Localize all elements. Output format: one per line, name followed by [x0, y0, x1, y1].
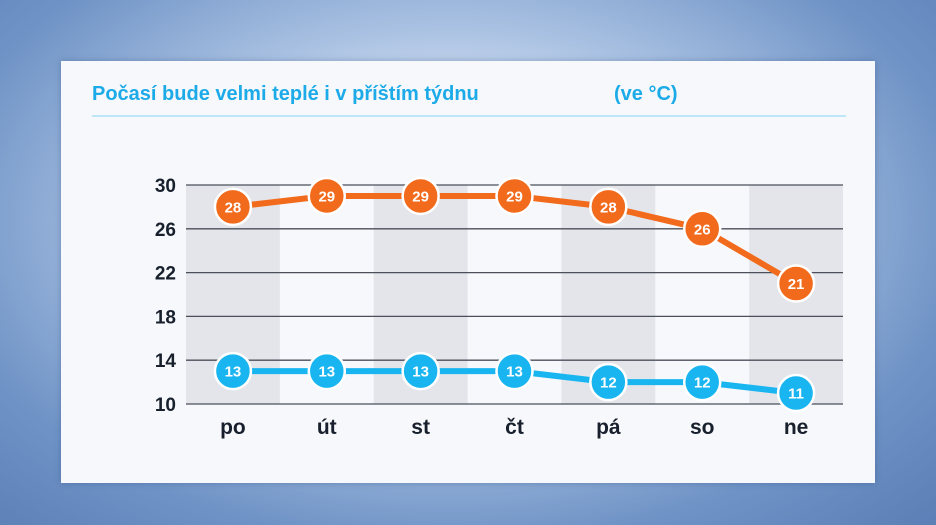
data-point — [495, 176, 534, 216]
data-point — [495, 351, 534, 391]
data-point — [589, 362, 628, 402]
x-tick-label: pá — [596, 416, 621, 439]
data-point — [307, 176, 347, 216]
data-label: 12 — [600, 375, 617, 392]
x-tick-label: po — [220, 416, 246, 439]
x-tick-label: so — [690, 416, 715, 439]
title-divider — [92, 115, 846, 117]
x-tick-label: čt — [505, 416, 524, 439]
data-label: 13 — [506, 364, 523, 381]
data-point — [213, 351, 253, 391]
y-tick-label: 22 — [155, 264, 176, 285]
data-label: 29 — [318, 188, 335, 205]
y-tick-label: 26 — [155, 220, 176, 241]
data-point — [589, 187, 628, 227]
data-point — [776, 373, 816, 413]
data-label: 13 — [318, 364, 335, 381]
data-label: 12 — [694, 375, 711, 392]
data-point — [213, 187, 253, 227]
data-point — [776, 264, 816, 303]
x-tick-label: ne — [784, 416, 809, 439]
chart-title: Počasí bude velmi teplé i v příštím týdn… — [92, 83, 479, 105]
data-label: 11 — [788, 386, 804, 403]
x-tick-label: st — [411, 416, 430, 439]
unit-label: (ve °C) — [614, 83, 678, 105]
data-point — [307, 351, 347, 391]
data-label: 13 — [412, 364, 429, 381]
data-label: 29 — [506, 188, 523, 205]
x-tick-label: út — [317, 416, 337, 439]
data-label: 28 — [225, 199, 242, 216]
y-tick-label: 30 — [155, 176, 176, 197]
data-point — [682, 209, 722, 249]
data-point — [401, 351, 440, 391]
y-tick-label: 18 — [155, 307, 176, 328]
data-label: 13 — [225, 364, 242, 381]
data-label: 26 — [694, 221, 711, 238]
data-point — [682, 362, 722, 402]
data-label: 29 — [412, 188, 429, 205]
data-point — [401, 176, 440, 216]
y-tick-label: 14 — [155, 351, 177, 372]
data-label: 21 — [788, 276, 805, 293]
data-label: 28 — [600, 199, 617, 216]
y-tick-label: 10 — [155, 395, 176, 416]
